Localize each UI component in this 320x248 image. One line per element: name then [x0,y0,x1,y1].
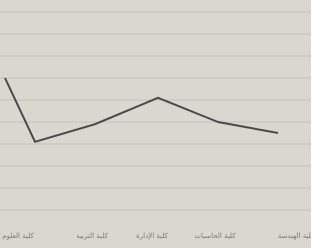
x-tick-label: كلية الحاسبات [194,232,236,240]
x-tick-label: كلية الإدارة [136,232,168,240]
chart: كلية العلوم كلية التربية كلية الإدارة كلية … [0,0,311,248]
data-line [5,78,278,142]
x-tick-label: كلية التربية [76,232,108,240]
x-tick-label: كلية العلوم [2,232,34,240]
x-tick-label: كلية الهندسة [278,232,311,240]
paper-lines [0,12,311,210]
